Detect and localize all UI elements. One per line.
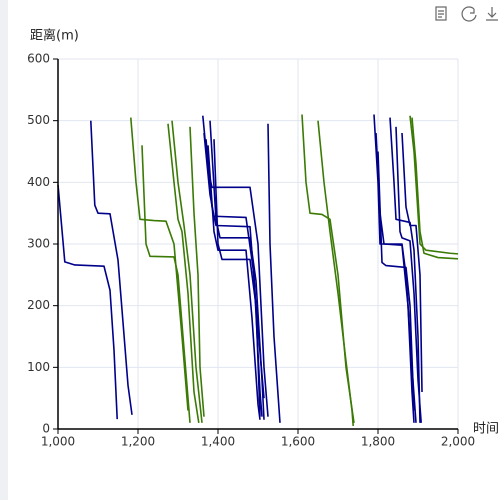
save-icon[interactable] <box>486 7 498 21</box>
x-tick-label: 1,800 <box>361 435 395 449</box>
series-line <box>375 132 415 423</box>
y-axis-name: 距离(m) <box>30 28 79 44</box>
series-line <box>267 123 281 423</box>
y-tick-label: 200 <box>27 298 50 312</box>
series-line <box>301 114 355 423</box>
series-line <box>90 120 133 415</box>
x-tick-label: 1,000 <box>41 435 75 449</box>
x-tick-label: 2,000 <box>441 435 475 449</box>
series-line <box>409 115 459 255</box>
x-tick-label: 1,200 <box>121 435 155 449</box>
plot <box>57 114 459 426</box>
series-line <box>171 120 203 423</box>
series-line <box>377 151 415 411</box>
toolbox[interactable] <box>435 6 498 22</box>
series-line <box>317 120 354 426</box>
data-view-lines <box>438 10 444 18</box>
series-line <box>401 132 423 393</box>
side-strip <box>0 0 8 500</box>
y-tick-label: 0 <box>42 422 50 436</box>
y-tick-label: 300 <box>27 237 50 251</box>
series-line <box>130 117 189 411</box>
series-line <box>207 145 261 420</box>
series-line <box>203 132 263 417</box>
y-tick-label: 100 <box>27 360 50 374</box>
restore-icon[interactable] <box>461 6 477 22</box>
series-line <box>167 123 200 423</box>
series-line <box>57 184 118 420</box>
series-line <box>213 139 265 399</box>
x-tick-label: 1,400 <box>201 435 235 449</box>
series-line <box>373 114 417 423</box>
series-line <box>141 145 191 423</box>
y-tick-label: 400 <box>27 175 50 189</box>
data-view-icon[interactable] <box>435 6 447 21</box>
y-tick-label: 600 <box>27 52 50 66</box>
x-tick-label: 1,600 <box>281 435 315 449</box>
axes: 0 100 200 300 400 500 600 1,000 1,200 1,400 1,600 1… <box>27 52 475 449</box>
x-axis-name: 时间 <box>473 422 499 437</box>
series-line <box>395 126 422 423</box>
y-tick-label: 500 <box>27 113 50 127</box>
series-line <box>411 117 459 260</box>
series-line <box>189 126 205 417</box>
